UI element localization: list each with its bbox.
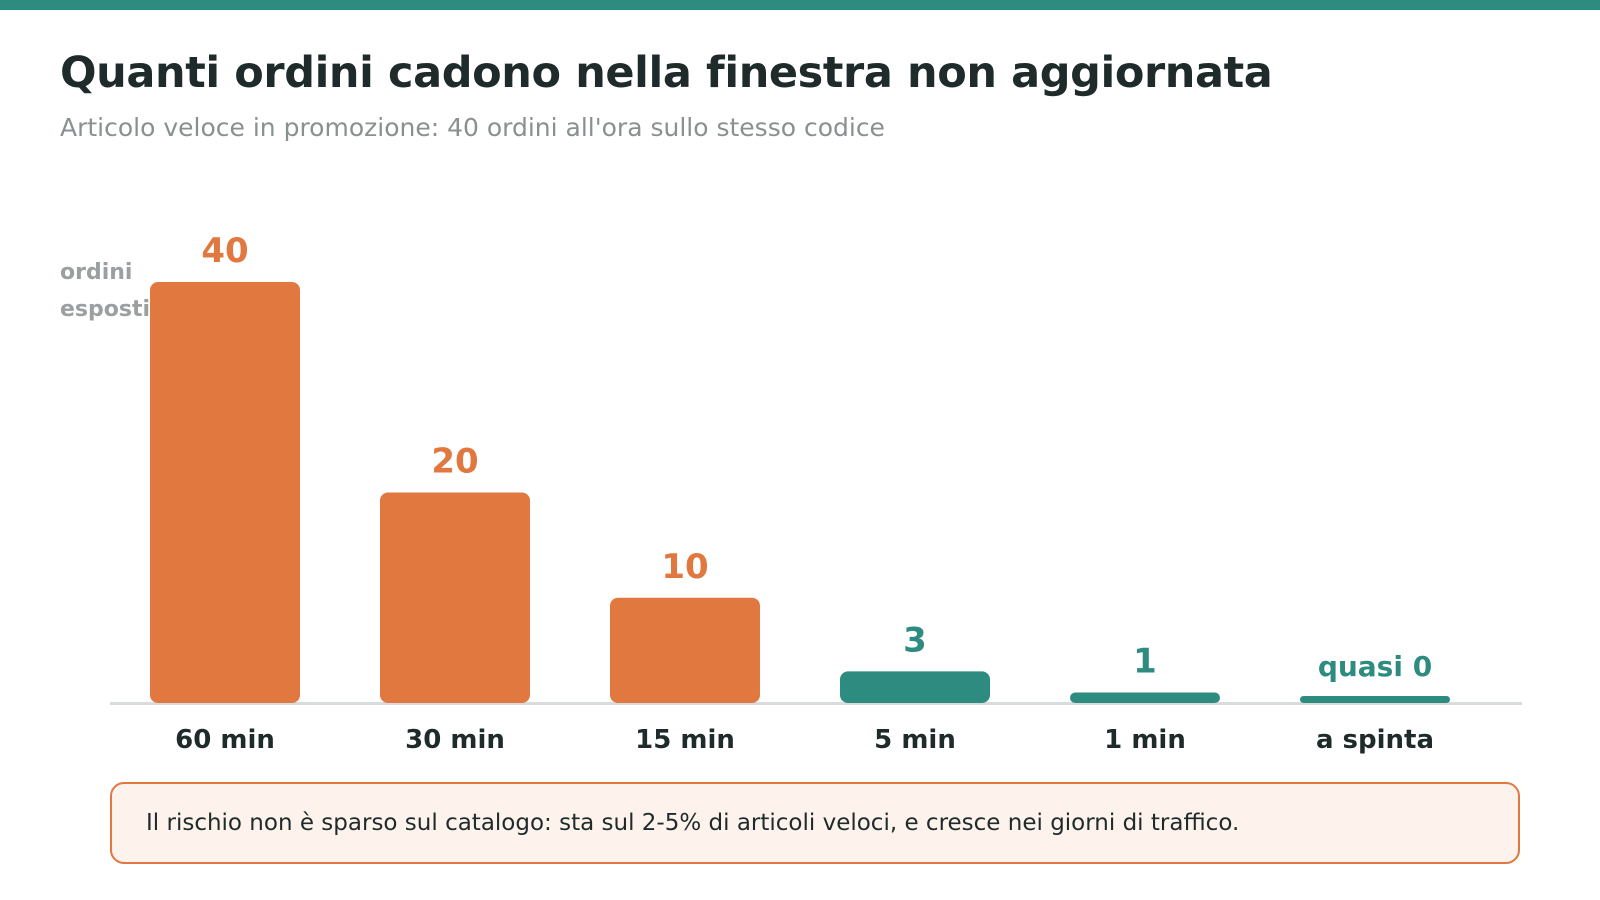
- bar-value-label: 10: [661, 547, 708, 587]
- bar-value-label: 20: [431, 442, 478, 482]
- x-tick-label: 15 min: [635, 725, 735, 755]
- bar: [380, 492, 530, 703]
- x-tick-label: 60 min: [175, 725, 275, 755]
- bar-value-label: 40: [201, 231, 248, 271]
- bar: [1300, 696, 1450, 703]
- callout-text: Il rischio non è sparso sul catalogo: st…: [146, 810, 1240, 836]
- chart-title: Quanti ordini cadono nella finestra non …: [60, 48, 1273, 98]
- chart-subtitle: Articolo veloce in promozione: 40 ordini…: [60, 113, 885, 142]
- x-tick-label: 5 min: [874, 725, 956, 755]
- bar-value-label: quasi 0: [1318, 650, 1432, 683]
- bar: [1070, 692, 1220, 703]
- bar-value-label: 3: [903, 620, 927, 660]
- bar: [150, 282, 300, 703]
- top-accent-bar: [0, 0, 1600, 10]
- bar-chart: ordini esposti 40 60 min 20 30 min 10 15 min 3 5 …: [60, 231, 1522, 755]
- x-tick-label: 30 min: [405, 725, 505, 755]
- bar: [840, 671, 990, 703]
- x-tick-label: 1 min: [1104, 725, 1186, 755]
- callout-box: Il rischio non è sparso sul catalogo: st…: [110, 782, 1520, 864]
- y-axis-label-line: ordini: [60, 260, 132, 285]
- bar-value-label: 1: [1133, 641, 1157, 681]
- x-tick-label: a spinta: [1316, 725, 1434, 755]
- bar: [610, 597, 760, 703]
- y-axis-label-line: esposti: [60, 297, 150, 322]
